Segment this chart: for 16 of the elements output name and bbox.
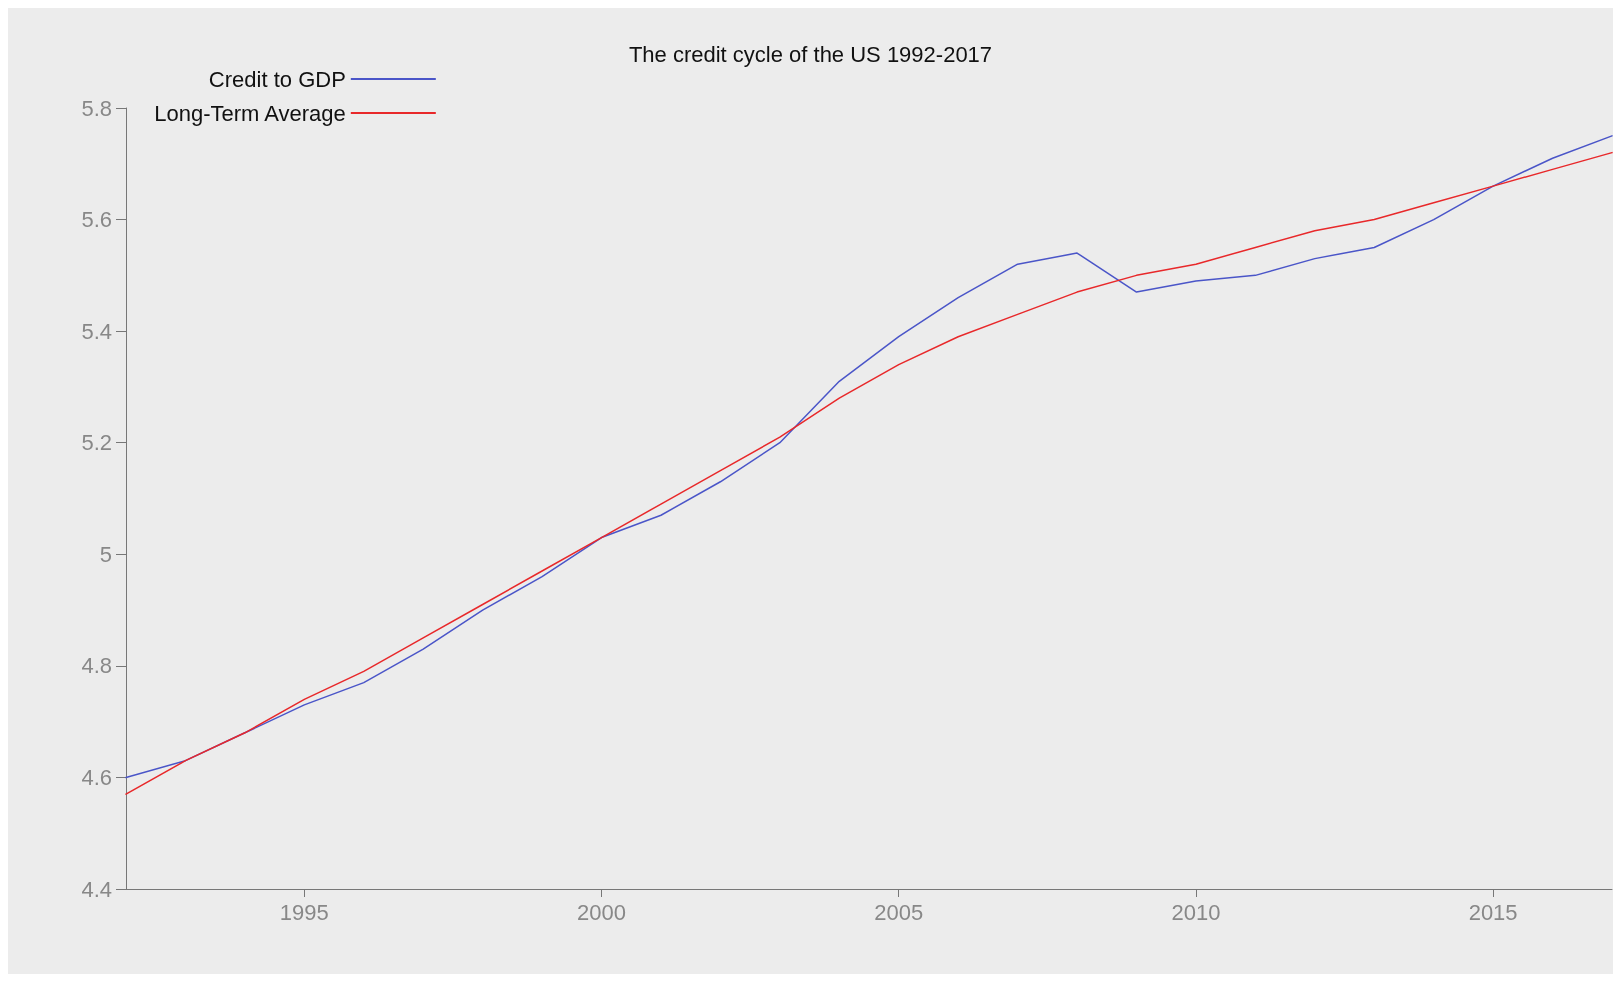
y-tick-label: 5.2	[81, 430, 112, 456]
x-tick-label: 2000	[577, 899, 626, 925]
y-tick-label: 4.6	[81, 764, 112, 790]
y-tick-label: 5	[99, 541, 112, 567]
x-tick-label: 2005	[874, 899, 924, 925]
legend-label: Long-Term Average	[154, 100, 346, 126]
legend-label: Credit to GDP	[208, 66, 346, 92]
x-tick-label: 2015	[1468, 899, 1518, 925]
y-tick-label: 5.4	[81, 318, 112, 344]
chart-title: The credit cycle of the US 1992-2017	[628, 41, 993, 67]
x-tick-label: 1995	[279, 899, 329, 925]
y-tick-label: 5.8	[81, 95, 112, 121]
x-tick-label: 2010	[1171, 899, 1221, 925]
y-tick-label: 4.8	[81, 653, 112, 679]
y-tick-label: 4.4	[81, 876, 112, 902]
y-tick-label: 5.6	[81, 207, 112, 233]
